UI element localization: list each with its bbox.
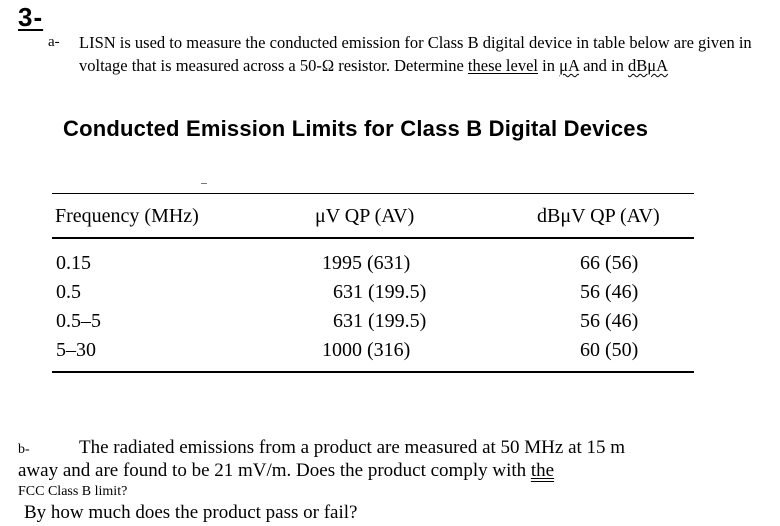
part-a-in-1: in <box>538 56 560 75</box>
part-b-line-2: away and are found to be 21 mV/m. Does t… <box>18 460 554 482</box>
header-dbuv: dBμV QP (AV) <box>537 205 660 227</box>
unit-dbua: dBμA <box>628 56 669 75</box>
cell-frequency-row-3: 0.5–5 <box>56 310 101 332</box>
header-frequency: Frequency (MHz) <box>55 205 199 227</box>
cell-dbuv-row-3: 56 (46) <box>580 310 639 332</box>
cell-frequency-row-2: 0.5 <box>56 281 81 303</box>
part-b-line-1: The radiated emissions from a product ar… <box>79 437 626 458</box>
cell-uv-row-1: 1995 (631) <box>322 252 411 274</box>
table-title: Conducted Emission Limits for Class B Di… <box>63 116 649 141</box>
table-header-rule <box>52 237 694 239</box>
part-a-marker: a- <box>48 34 60 50</box>
part-b-line-4: By how much does the product pass or fai… <box>24 502 358 523</box>
part-a-line-2-prefix: voltage that is measured across a 50-Ω r… <box>79 56 468 75</box>
cell-frequency-row-1: 0.15 <box>56 252 91 274</box>
part-b-underlined-word: the <box>530 460 555 481</box>
header-uv: μV QP (AV) <box>315 205 415 227</box>
part-b-line-3: FCC Class B limit? <box>18 484 128 499</box>
table-bottom-rule <box>52 371 694 373</box>
cell-dbuv-row-2: 56 (46) <box>580 281 639 303</box>
cell-uv-row-4: 1000 (316) <box>322 339 411 361</box>
part-a-line-2: voltage that is measured across a 50-Ω r… <box>79 56 668 76</box>
table-top-rule <box>52 193 694 194</box>
part-a-line-1: LISN is used to measure the conducted em… <box>79 33 752 52</box>
cell-uv-row-2: 631 (199.5) <box>333 281 427 303</box>
part-b-line-2-prefix: away and are found to be 21 mV/m. Does t… <box>18 460 531 481</box>
question-number: 3- <box>18 2 44 32</box>
cell-frequency-row-4: 5–30 <box>56 339 96 361</box>
cell-dbuv-row-1: 66 (56) <box>580 252 639 274</box>
cell-dbuv-row-4: 60 (50) <box>580 339 639 361</box>
part-b-marker: b- <box>18 442 30 457</box>
part-a-underlined-phrase: these level <box>467 56 538 75</box>
part-a-and: and in <box>578 56 628 75</box>
table-tick-mark <box>201 183 207 184</box>
cell-uv-row-3: 631 (199.5) <box>333 310 427 332</box>
unit-microamp: μA <box>559 56 579 75</box>
